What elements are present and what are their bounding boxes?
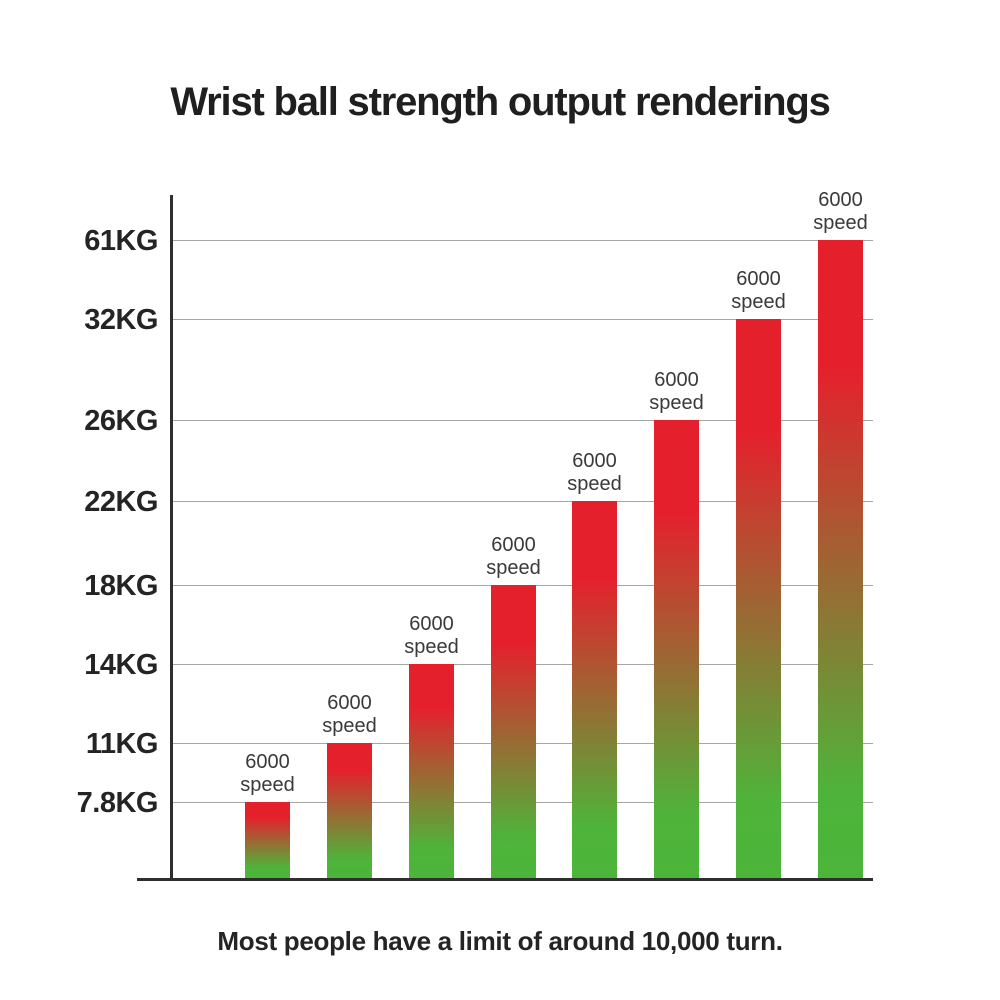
gridline [172, 420, 873, 421]
bar-speed-label-line: speed [649, 392, 704, 414]
bar-61kg [818, 240, 863, 878]
bar-32kg [736, 319, 781, 878]
bar-speed-label-line: speed [486, 557, 541, 579]
y-tick-label: 11KG [85, 728, 159, 760]
bar-14kg [409, 664, 454, 878]
y-axis-line [170, 195, 173, 881]
bar-11kg [327, 743, 372, 878]
bar-speed-label-line: speed [813, 212, 868, 234]
bar-speed-label: 6000 speed [372, 613, 492, 659]
y-tick-label: 18KG [84, 570, 158, 602]
bar-speed-label-line: 6000 [572, 450, 617, 472]
y-tick-label: 14KG [84, 649, 158, 681]
gridline [172, 240, 873, 241]
gridline [172, 501, 873, 502]
bar-speed-label-line: 6000 [327, 692, 372, 714]
page-title: Wrist ball strength output renderings [170, 80, 831, 124]
caption: Most people have a limit of around 10,00… [217, 926, 783, 956]
y-tick-label: 7.8KG [76, 787, 159, 819]
bar-speed-label: 6000 speed [617, 369, 737, 415]
bar-speed-label-line: 6000 [654, 369, 699, 391]
bar-speed-label-line: speed [567, 473, 622, 495]
bar-speed-label: 6000 speed [208, 751, 328, 797]
bar-26kg [654, 420, 699, 878]
x-axis-baseline [137, 878, 873, 881]
bar-speed-label-line: 6000 [409, 613, 454, 635]
bar-18kg [491, 585, 536, 878]
bar-speed-label-line: speed [404, 636, 459, 658]
y-tick-label: 32KG [84, 304, 158, 336]
y-tick-label: 22KG [84, 486, 158, 518]
y-tick-label: 61KG [84, 225, 158, 257]
bar-speed-label: 6000 speed [290, 692, 410, 738]
gridline [172, 319, 873, 320]
bar-speed-label: 6000 speed [454, 534, 574, 580]
bar-speed-label: 6000 speed [781, 189, 901, 235]
bar-speed-label-line: 6000 [245, 751, 290, 773]
bar-speed-label-line: 6000 [491, 534, 536, 556]
bar-speed-label: 6000 speed [699, 268, 819, 314]
bar-speed-label-line: speed [322, 715, 377, 737]
bar-speed-label-line: 6000 [818, 189, 863, 211]
bar-speed-label-line: speed [240, 774, 295, 796]
bar-22kg [572, 501, 617, 878]
bar-speed-label-line: 6000 [736, 268, 781, 290]
bar-speed-label: 6000 speed [535, 450, 655, 496]
y-tick-label: 26KG [84, 405, 158, 437]
bar-7.8kg [245, 802, 290, 878]
bar-speed-label-line: speed [731, 291, 786, 313]
